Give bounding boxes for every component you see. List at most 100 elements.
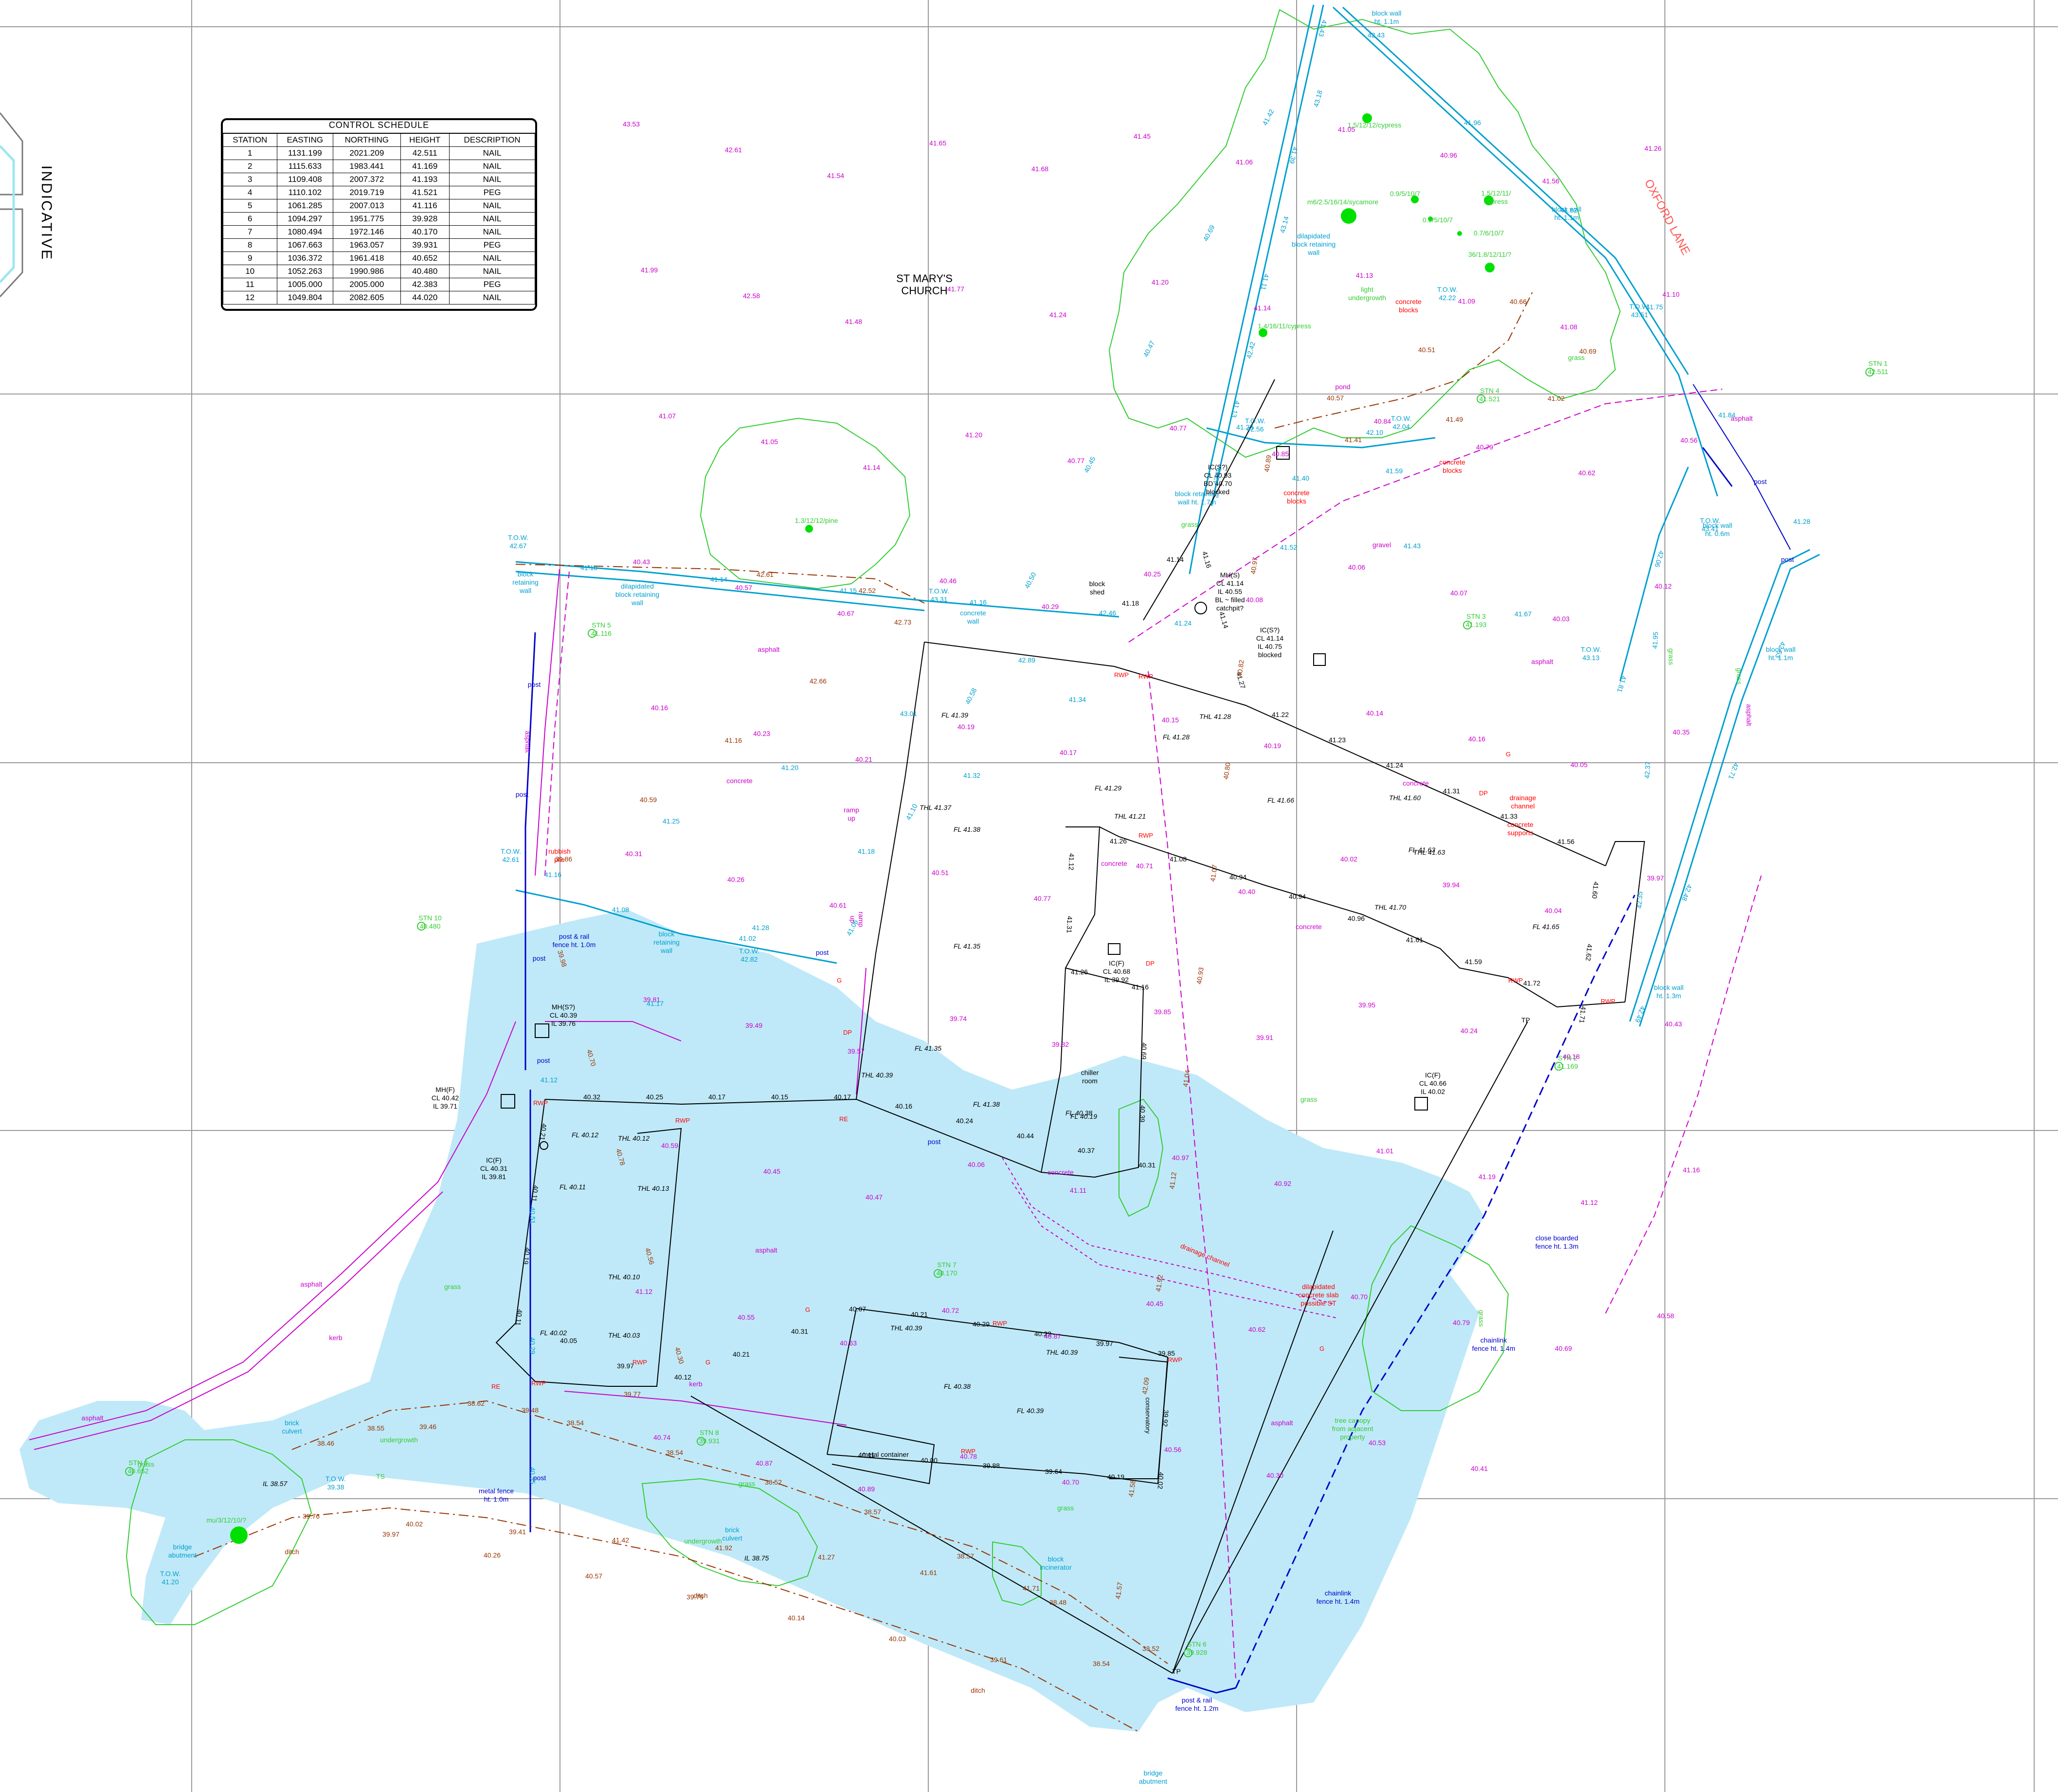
spot-levels-label: 40.67 <box>837 609 854 617</box>
brown-levels-label: 40.14 <box>788 1614 805 1622</box>
manhole-symbols <box>501 446 1428 1150</box>
map-label-conc1: concrete <box>726 777 753 785</box>
spot-levels-label: 41.16 <box>1683 1166 1700 1174</box>
table-cell: 1951.775 <box>333 212 401 226</box>
building-heights-label: 41.61 <box>1406 936 1423 944</box>
map-label-stn1: STN 1 42.511 <box>1868 359 1888 376</box>
ditch-lines <box>194 291 1533 1732</box>
italic-labels-label: FL 40.12 <box>572 1131 598 1139</box>
table-cell: 2019.719 <box>333 186 401 199</box>
map-label-grass9: grass <box>1735 668 1743 684</box>
spot-levels-label: 40.87 <box>1044 1332 1061 1340</box>
red-marks-label: G <box>1506 751 1511 758</box>
map-label-tow1: T.O.W. 42.67 <box>508 534 528 550</box>
red-marks-label: RWP <box>961 1448 975 1455</box>
wall-levels-label: 41.40 <box>1292 474 1309 482</box>
italic-labels-label: FL 40.38 <box>944 1382 971 1390</box>
map-label-tow3: T.O.W. 42.61 <box>501 847 521 863</box>
spot-levels-label: 39.57 <box>848 1047 865 1055</box>
spot-levels-label: 40.23 <box>753 730 770 737</box>
map-label-church: ST MARY'S CHURCH <box>896 272 953 297</box>
spot-levels-label: 40.56 <box>1680 436 1697 444</box>
water-area <box>19 910 1484 1732</box>
building-heights-label: 40.94 <box>1289 893 1306 900</box>
map-label-tree-canopy: tree canopy from adjacent property <box>1332 1416 1373 1441</box>
italic-labels-label: FL 41.65 <box>1533 923 1559 931</box>
wall-levels-label: 43.18 <box>1312 90 1324 108</box>
spot-levels-label: 40.06 <box>968 1161 985 1168</box>
italic-labels-label: FL 40.38 <box>1065 1109 1092 1117</box>
italic-labels-label: THL 41.63 <box>1413 848 1445 856</box>
map-label-bridge2: bridge abutment <box>1139 1769 1167 1785</box>
italic-labels-label: THL 41.37 <box>920 804 952 811</box>
brown-levels-label: 40.93 <box>1195 967 1205 985</box>
table-row: 1 1131.199 2021.209 42.511 NAIL <box>223 146 535 160</box>
building-heights-label: 41.26 <box>1071 968 1088 976</box>
building-heights-label: 41.31 <box>1443 787 1460 795</box>
building-heights-label: 40.21 <box>539 1123 548 1141</box>
wall-levels-label: 41.32 <box>963 771 980 779</box>
spot-levels-label: 41.26 <box>1644 144 1661 152</box>
building-heights-label: 40.19 <box>522 1247 532 1265</box>
map-label-chainlink1: chainlink fence ht. 1.4m <box>1472 1336 1516 1352</box>
spot-levels-label: 40.70 <box>1351 1293 1368 1301</box>
table-cell: 12 <box>223 291 277 305</box>
map-label-grass10: grass <box>1478 1310 1485 1326</box>
building-heights-label: 40.96 <box>1348 914 1365 922</box>
map-label-ditch2: ditch <box>693 1592 708 1599</box>
wall-levels-label: 41.42 <box>1261 108 1275 127</box>
building-heights-label: 41.31 <box>1065 916 1074 933</box>
brown-levels-label: 40.89 <box>1263 454 1273 472</box>
map-label-tow11: T.O.W. 39.38 <box>325 1475 346 1491</box>
spot-levels-label: 41.13 <box>1356 271 1373 279</box>
italic-labels-label: THL 40.39 <box>1046 1348 1078 1356</box>
red-marks-label: RWP <box>1138 832 1153 839</box>
spot-levels-label: 40.45 <box>763 1167 780 1175</box>
building-heights-label: 40.22 <box>1034 1330 1051 1338</box>
map-label-container: metal container <box>862 1451 909 1458</box>
table-cell: 1109.408 <box>276 173 334 186</box>
map-label-kerb2: kerb <box>329 1334 342 1342</box>
map-label-dilap-wall1: dilapidated block retaining wall <box>615 582 659 607</box>
map-label-tree4: 0.7/6/10/7 <box>1474 229 1504 237</box>
building-heights-label: 39.97 <box>1096 1340 1113 1347</box>
map-label-tree10: mu/3/12/10/? <box>206 1516 246 1524</box>
building-heights-label: 40.29 <box>973 1320 990 1328</box>
brown-levels-label: 40.82 <box>1235 659 1246 677</box>
brown-levels-label: 41.41 <box>1345 436 1362 444</box>
wall-levels-label: 40.69 <box>1201 224 1216 243</box>
map-label-drain-chan: drainage channel <box>1510 794 1536 810</box>
map-label-block-wall2: block wall ht. 1.1m <box>1552 205 1582 221</box>
table-cell: 2082.605 <box>333 291 401 305</box>
wall-levels-label: 41.18 <box>858 847 875 855</box>
building-heights-label: 40.21 <box>733 1350 750 1358</box>
map-label-block-ret-wall2: block retaining wall <box>653 930 680 954</box>
spot-levels-label: 40.79 <box>1453 1319 1470 1326</box>
red-marks-label: RWP <box>1114 671 1129 679</box>
spot-levels-label: 40.05 <box>1571 761 1588 769</box>
building-heights-label: 41.23 <box>1329 736 1346 744</box>
wall-levels-label: 41.52 <box>1280 543 1297 551</box>
map-label-metal-fence: metal fence ht. 1.0m <box>479 1487 514 1503</box>
table-row: 3 1109.408 2007.372 41.193 NAIL <box>223 173 535 186</box>
brown-levels-label: 40.03 <box>889 1635 906 1643</box>
brown-levels-label: 38.52 <box>1142 1645 1159 1652</box>
spot-levels-label: 40.25 <box>1144 570 1161 578</box>
building-heights-label: 40.39 <box>1138 1105 1147 1123</box>
brown-levels-label: 40.97 <box>1249 556 1259 574</box>
italic-labels-label: FL 41.35 <box>954 942 980 950</box>
brown-levels-label: 41.04 <box>1181 1069 1191 1087</box>
italic-labels-label: THL 40.39 <box>861 1071 893 1079</box>
wall-levels-label: 40.58 <box>963 687 978 706</box>
red-marks-label: RE <box>839 1115 848 1123</box>
wall-levels-label: 41.28 <box>1793 518 1810 525</box>
spot-levels-label: 40.43 <box>633 558 650 566</box>
brown-levels-label: 38.52 <box>765 1478 782 1486</box>
red-marks-label: DP <box>1146 960 1155 967</box>
map-label-dilap-slab: dilapidated concrete slab possible ST <box>1298 1283 1338 1307</box>
italic-labels-label: THL 41.28 <box>1199 713 1231 720</box>
table-cell: 1983.441 <box>333 160 401 173</box>
table-cell: 39.928 <box>400 212 450 226</box>
map-label-stn5: STN 5 41.116 <box>591 621 612 637</box>
italic-labels-label: FL 41.29 <box>1095 784 1121 792</box>
